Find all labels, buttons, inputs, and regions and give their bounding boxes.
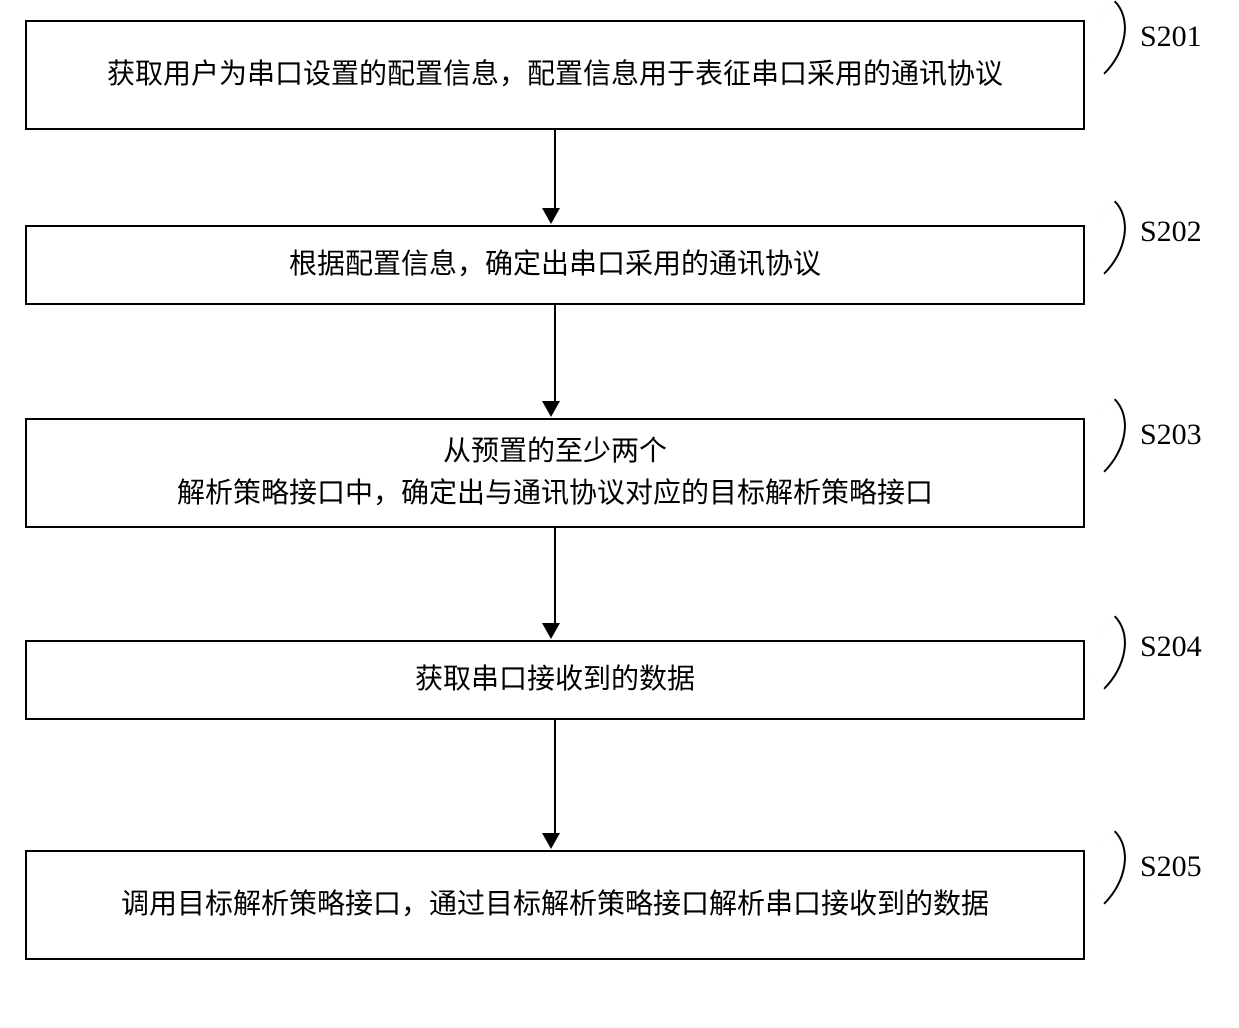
flowchart-container: 获取用户为串口设置的配置信息，配置信息用于表征串口采用的通讯协议 S201 根据… (0, 0, 1239, 1028)
step-box-s202: 根据配置信息，确定出串口采用的通讯协议 (25, 225, 1085, 305)
step-text-s202: 根据配置信息，确定出串口采用的通讯协议 (289, 244, 821, 286)
step-text-s203-line2: 解析策略接口中，确定出与通讯协议对应的目标解析策略接口 (177, 478, 933, 509)
step-box-s205: 调用目标解析策略接口，通过目标解析策略接口解析串口接收到的数据 (25, 850, 1085, 960)
step-text-s201: 获取用户为串口设置的配置信息，配置信息用于表征串口采用的通讯协议 (107, 54, 1003, 96)
step-label-s204: S204 (1140, 630, 1202, 664)
step-box-s201: 获取用户为串口设置的配置信息，配置信息用于表征串口采用的通讯协议 (25, 20, 1085, 130)
step-label-s202: S202 (1140, 215, 1202, 249)
step-box-s204: 获取串口接收到的数据 (25, 640, 1085, 720)
step-label-s205: S205 (1140, 850, 1202, 884)
step-label-s203: S203 (1140, 418, 1202, 452)
arrow-s201-s202 (550, 130, 560, 224)
step-text-s204: 获取串口接收到的数据 (415, 659, 695, 701)
arrow-s204-s205 (550, 720, 560, 849)
arrow-s202-s203 (550, 305, 560, 417)
step-text-s203-line1: 从预置的至少两个 (443, 436, 667, 467)
step-box-s203: 从预置的至少两个 解析策略接口中，确定出与通讯协议对应的目标解析策略接口 (25, 418, 1085, 528)
step-text-s205: 调用目标解析策略接口，通过目标解析策略接口解析串口接收到的数据 (121, 884, 989, 926)
arrow-s203-s204 (550, 528, 560, 639)
step-label-s201: S201 (1140, 20, 1202, 54)
step-text-s203: 从预置的至少两个 解析策略接口中，确定出与通讯协议对应的目标解析策略接口 (177, 431, 933, 515)
